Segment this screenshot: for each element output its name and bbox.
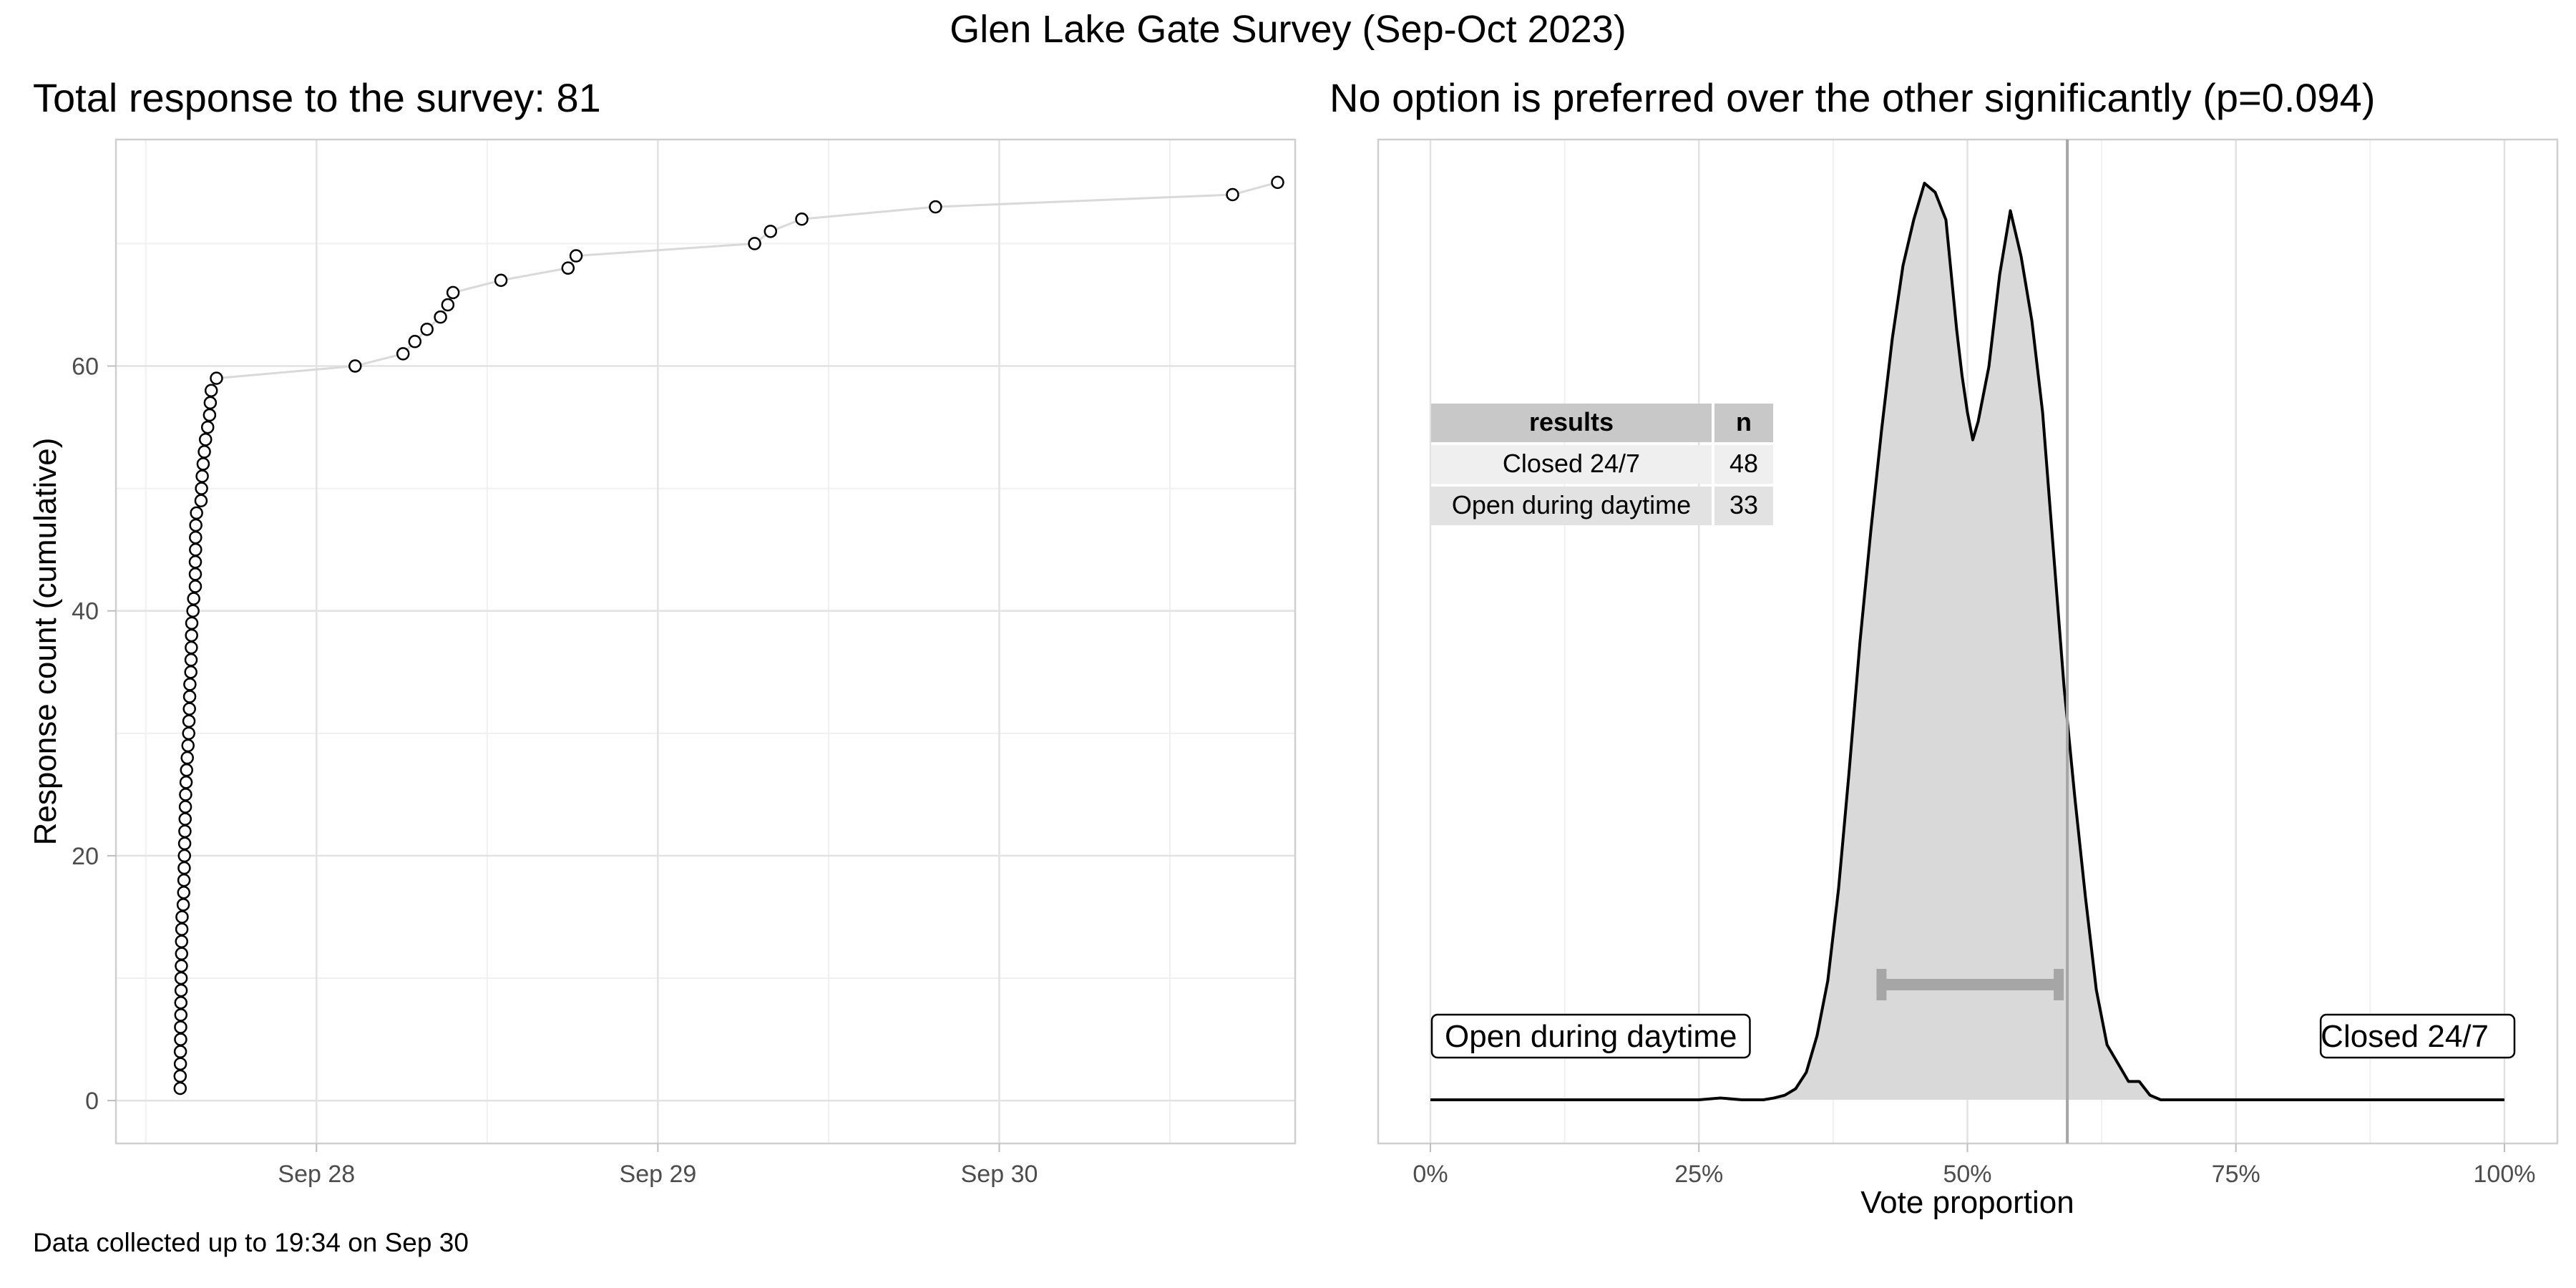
table-cell bbox=[1714, 445, 1773, 484]
y-tick-label: 40 bbox=[72, 598, 99, 625]
table-cell-label: Open during daytime bbox=[1452, 490, 1691, 519]
table-cell-value: 48 bbox=[1729, 449, 1758, 478]
y-tick-label: 0 bbox=[85, 1088, 99, 1115]
response-point bbox=[1271, 175, 1284, 190]
y-tick-label: 60 bbox=[72, 353, 99, 381]
x-tick-label: 0% bbox=[1413, 1161, 1448, 1188]
response-point bbox=[795, 212, 809, 226]
response-point bbox=[348, 359, 362, 373]
response-point bbox=[446, 286, 460, 300]
results-table: results n Closed 24/7 48 Open during daytime… bbox=[1431, 404, 1773, 525]
page-title: Glen Lake Gate Survey (Sep-Oct 2023) bbox=[950, 8, 1626, 51]
response-point bbox=[185, 616, 199, 630]
caption: Data collected up to 19:34 on Sep 30 bbox=[33, 1228, 469, 1257]
right-panel-title: No option is preferred over the other si… bbox=[1330, 75, 2376, 120]
x-tick-label: Sep 30 bbox=[961, 1161, 1038, 1188]
response-point bbox=[197, 445, 211, 459]
y-axis-label: Response count (cumulative) bbox=[28, 438, 63, 846]
response-point bbox=[175, 910, 189, 924]
density-line bbox=[1430, 182, 2504, 1101]
response-point bbox=[187, 592, 200, 605]
label-closed-24-7-box bbox=[2319, 1013, 2516, 1059]
x-tick-label: Sep 28 bbox=[278, 1161, 355, 1188]
response-point bbox=[190, 506, 203, 520]
table-cell-label: Closed 24/7 bbox=[1503, 449, 1640, 478]
table-header-cell bbox=[1714, 404, 1773, 442]
response-point bbox=[441, 298, 455, 312]
label-open-during-daytime-text: Open during daytime bbox=[1445, 1019, 1737, 1054]
label-closed-24-7: Closed 24/7 bbox=[2319, 1013, 2516, 1059]
label-open-during-daytime-box bbox=[1430, 1013, 1751, 1059]
table-header-cell bbox=[1431, 404, 1712, 442]
response-point bbox=[434, 310, 447, 324]
response-point bbox=[494, 273, 508, 288]
table-cell bbox=[1431, 487, 1712, 525]
label-open-during-daytime: Open during daytime bbox=[1430, 1013, 1751, 1059]
response-point bbox=[396, 347, 410, 361]
density-area bbox=[1430, 183, 2504, 1100]
response-point bbox=[929, 200, 942, 214]
x-tick-label: 25% bbox=[1674, 1161, 1723, 1188]
label-closed-24-7-text: Closed 24/7 bbox=[2321, 1019, 2489, 1054]
table-header-label: n bbox=[1736, 407, 1752, 436]
response-point bbox=[200, 420, 215, 434]
table-cell bbox=[1714, 487, 1773, 525]
response-point bbox=[569, 249, 583, 263]
response-point bbox=[196, 457, 210, 471]
response-point bbox=[198, 432, 213, 447]
response-point bbox=[204, 384, 218, 397]
table-cell-value: 33 bbox=[1729, 490, 1758, 519]
plot-border bbox=[114, 138, 1297, 1145]
x-tick-label: Sep 29 bbox=[620, 1161, 697, 1188]
x-axis-label: Vote proportion bbox=[1860, 1185, 2074, 1220]
x-tick-label: 100% bbox=[2474, 1161, 2536, 1188]
x-tick-label: 50% bbox=[1943, 1161, 1991, 1188]
response-point bbox=[210, 371, 223, 385]
table-cell bbox=[1431, 445, 1712, 484]
x-tick-label: 75% bbox=[2212, 1161, 2260, 1188]
response-point bbox=[561, 261, 575, 275]
response-point bbox=[420, 322, 434, 336]
response-point bbox=[748, 237, 761, 250]
response-point bbox=[408, 335, 422, 348]
y-tick-label: 20 bbox=[72, 843, 99, 870]
response-point bbox=[763, 225, 778, 238]
table-header-label: results bbox=[1529, 407, 1614, 436]
response-point bbox=[1226, 187, 1239, 202]
left-panel-title: Total response to the survey: 81 bbox=[33, 75, 601, 120]
